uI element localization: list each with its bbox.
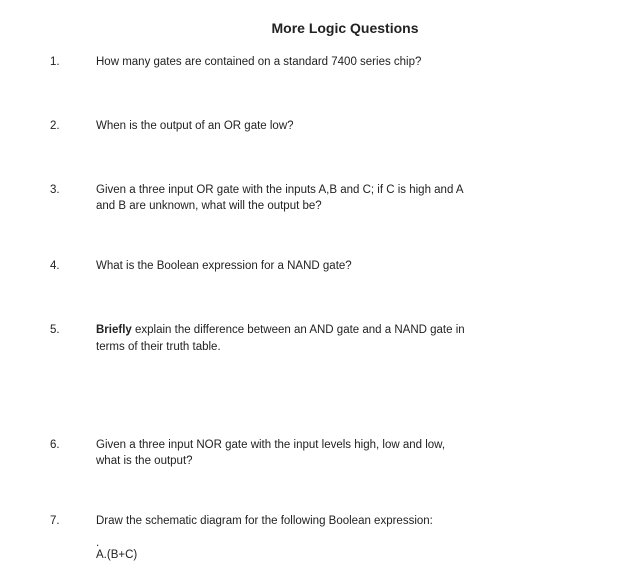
question-item: 2. When is the output of an OR gate low?	[50, 118, 590, 134]
spacer	[50, 355, 590, 437]
question-text: When is the output of an OR gate low?	[96, 118, 466, 134]
question-item: 4. What is the Boolean expression for a …	[50, 258, 590, 274]
question-number: 5.	[50, 322, 96, 338]
spacer	[50, 70, 590, 118]
question-text-rest: explain the difference between an AND ga…	[96, 324, 465, 352]
page-title: More Logic Questions	[100, 20, 590, 36]
question-text: Draw the schematic diagram for the follo…	[96, 513, 466, 529]
question-number: 6.	[50, 437, 96, 453]
question-item: 5. Briefly explain the difference betwee…	[50, 322, 590, 354]
spacer	[50, 274, 590, 322]
question-number: 4.	[50, 258, 96, 274]
question-item: 3. Given a three input OR gate with the …	[50, 182, 590, 214]
question-item: 7. Draw the schematic diagram for the fo…	[50, 513, 590, 529]
questions-list: 1. How many gates are contained on a sta…	[50, 54, 590, 561]
spacer	[50, 214, 590, 258]
question-text: What is the Boolean expression for a NAN…	[96, 258, 466, 274]
question-text-bold: Briefly	[96, 324, 132, 336]
spacer	[50, 134, 590, 182]
question-text: Given a three input OR gate with the inp…	[96, 182, 466, 214]
question-number: 1.	[50, 54, 96, 70]
question-subline: .	[96, 537, 466, 549]
question-text: Given a three input NOR gate with the in…	[96, 437, 466, 469]
page-container: More Logic Questions 1. How many gates a…	[0, 0, 640, 581]
question-number: 7.	[50, 513, 96, 529]
question-item: 6. Given a three input NOR gate with the…	[50, 437, 590, 469]
question-subline: A.(B+C)	[96, 549, 466, 561]
question-number: 2.	[50, 118, 96, 134]
question-item: 1. How many gates are contained on a sta…	[50, 54, 590, 70]
spacer	[50, 469, 590, 513]
question-text: Briefly explain the difference between a…	[96, 322, 466, 354]
question-text: How many gates are contained on a standa…	[96, 54, 466, 70]
question-number: 3.	[50, 182, 96, 198]
